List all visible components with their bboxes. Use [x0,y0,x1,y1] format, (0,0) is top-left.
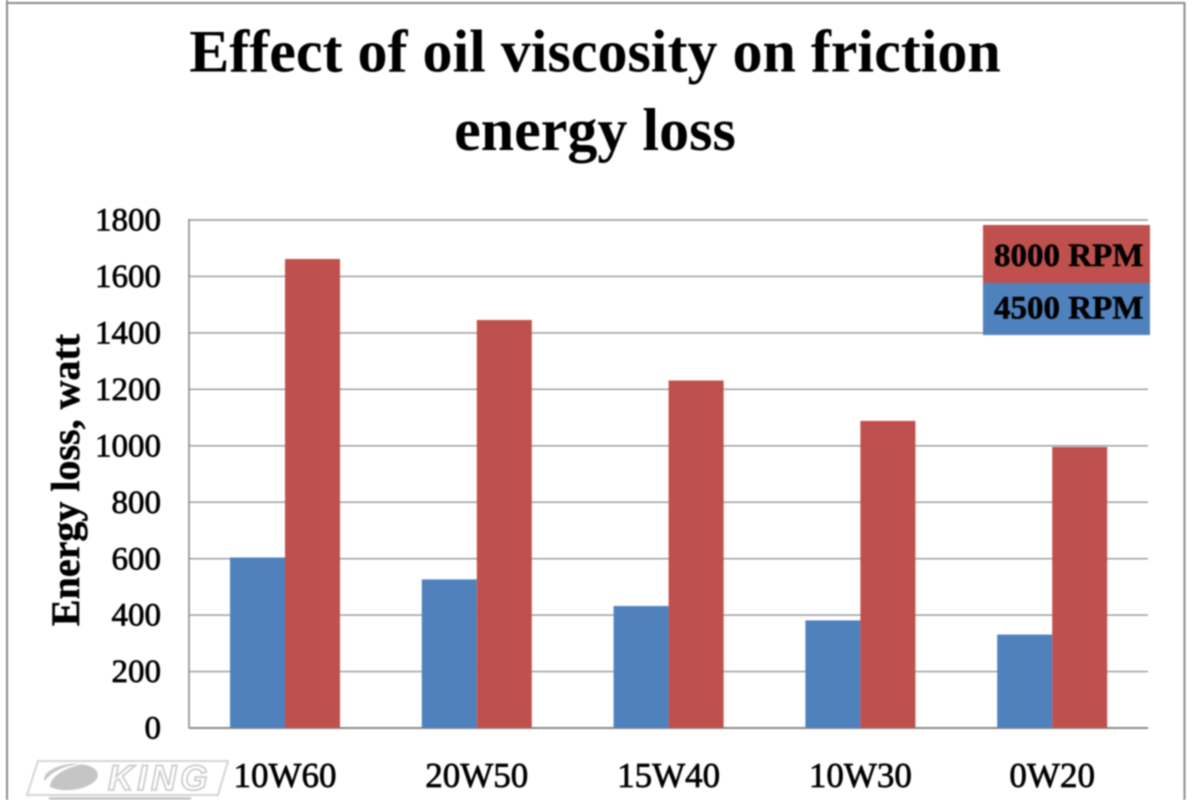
svg-text:KING: KING [108,759,212,798]
svg-text:600: 600 [112,541,162,577]
svg-text:400: 400 [112,598,162,634]
svg-text:200: 200 [112,654,162,690]
svg-text:energy loss: energy loss [454,97,736,163]
svg-text:10W60: 10W60 [233,756,336,795]
svg-text:Effect of oil viscosity on fri: Effect of oil viscosity on friction [189,19,1001,85]
svg-text:10W30: 10W30 [809,756,912,795]
svg-text:1200: 1200 [95,372,161,408]
svg-text:4500 RPM: 4500 RPM [994,291,1143,327]
svg-text:1800: 1800 [95,203,161,239]
svg-text:1400: 1400 [95,316,161,352]
svg-text:800: 800 [112,485,162,521]
svg-text:1600: 1600 [95,259,161,295]
svg-text:0: 0 [145,711,162,747]
svg-text:Energy loss, watt: Energy loss, watt [43,333,88,626]
svg-text:20W50: 20W50 [425,756,528,795]
svg-text:15W40: 15W40 [617,756,720,795]
svg-text:1000: 1000 [95,428,161,464]
svg-text:0W20: 0W20 [1009,756,1095,795]
svg-text:8000 RPM: 8000 RPM [994,238,1143,274]
